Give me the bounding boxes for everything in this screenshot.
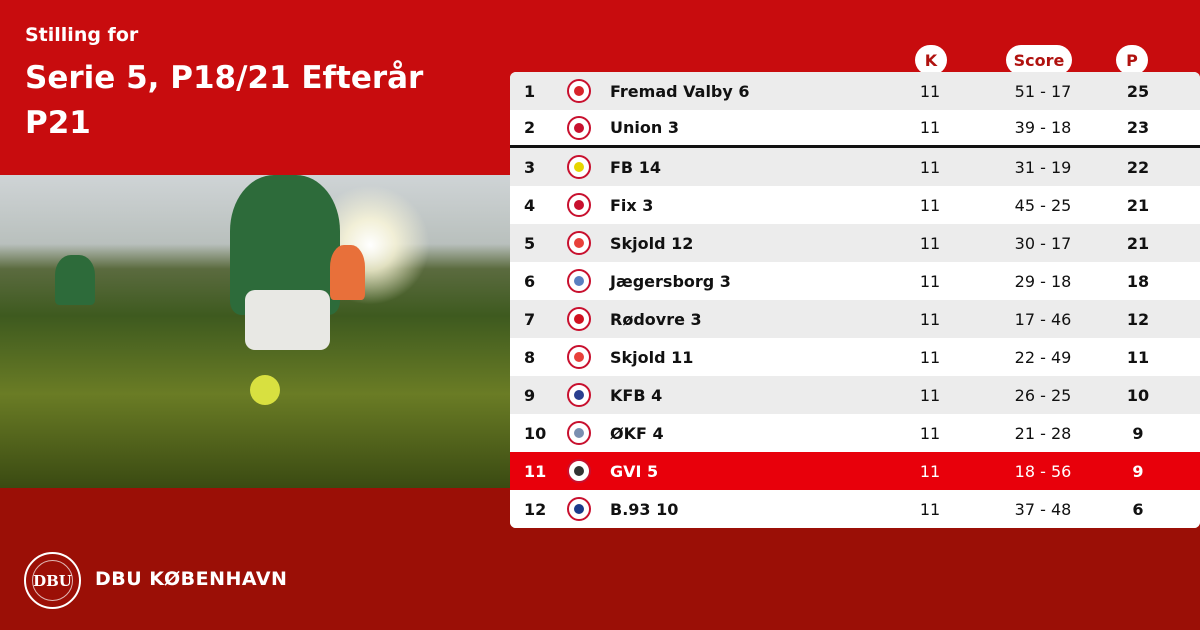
position: 6 xyxy=(524,271,536,291)
table-row[interactable]: 4 Fix 3 11 45 - 25 21 xyxy=(510,186,1200,224)
table-row[interactable]: 1 Fremad Valby 6 11 51 - 17 25 xyxy=(510,72,1200,110)
subtitle: Stilling for xyxy=(25,24,139,46)
position: 1 xyxy=(524,81,536,101)
brand-name: DBU KØBENHAVN xyxy=(95,568,288,590)
position: 4 xyxy=(524,195,536,215)
position: 2 xyxy=(524,118,536,137)
points: 9 xyxy=(1132,461,1144,481)
score: 30 - 17 xyxy=(1014,233,1072,253)
score: 17 - 46 xyxy=(1014,309,1072,329)
player xyxy=(55,255,95,305)
matches-played: 11 xyxy=(919,461,941,481)
score: 21 - 28 xyxy=(1014,423,1072,443)
table-row[interactable]: 10 ØKF 4 11 21 - 28 9 xyxy=(510,414,1200,452)
points: 18 xyxy=(1126,271,1150,291)
score: 26 - 25 xyxy=(1014,385,1072,405)
team-name: FB 14 xyxy=(610,157,661,177)
position: 11 xyxy=(524,461,547,481)
team-name: Jægersborg 3 xyxy=(610,271,731,291)
emblem-text: DBU xyxy=(33,571,72,590)
position: 8 xyxy=(524,347,536,367)
matches-played: 11 xyxy=(919,118,941,137)
position: 7 xyxy=(524,309,536,329)
team-name: GVI 5 xyxy=(610,461,659,481)
team-name: Rødovre 3 xyxy=(610,309,702,329)
player-shorts xyxy=(245,290,330,350)
team-logo-icon xyxy=(567,269,591,293)
table-row[interactable]: 5 Skjold 12 11 30 - 17 21 xyxy=(510,224,1200,262)
team-logo-icon xyxy=(567,383,591,407)
team-logo-icon xyxy=(567,115,591,140)
score: 22 - 49 xyxy=(1014,347,1072,367)
column-header-k: K xyxy=(915,45,947,75)
team-name: Skjold 12 xyxy=(610,233,694,253)
team-name: Union 3 xyxy=(610,118,679,137)
team-logo-icon xyxy=(567,459,591,483)
matches-played: 11 xyxy=(919,81,941,101)
position: 5 xyxy=(524,233,536,253)
position: 9 xyxy=(524,385,536,405)
team-logo-icon xyxy=(567,345,591,369)
table-row[interactable]: 8 Skjold 11 11 22 - 49 11 xyxy=(510,338,1200,376)
team-logo-icon xyxy=(567,193,591,217)
team-logo-icon xyxy=(567,307,591,331)
points: 22 xyxy=(1126,157,1150,177)
matches-played: 11 xyxy=(919,423,941,443)
points: 6 xyxy=(1132,499,1144,519)
team-name: Fix 3 xyxy=(610,195,654,215)
points: 25 xyxy=(1126,81,1150,101)
matches-played: 11 xyxy=(919,309,941,329)
team-name: Skjold 11 xyxy=(610,347,694,367)
score: 37 - 48 xyxy=(1014,499,1072,519)
table-row[interactable]: 3 FB 14 11 31 - 19 22 xyxy=(510,148,1200,186)
football-photo xyxy=(0,175,510,488)
points: 9 xyxy=(1132,423,1144,443)
matches-played: 11 xyxy=(919,347,941,367)
team-name: Fremad Valby 6 xyxy=(610,81,750,101)
page-title: Serie 5, P18/21 Efterår P21 xyxy=(25,60,424,141)
ball xyxy=(250,375,280,405)
team-logo-icon xyxy=(567,421,591,445)
team-name: B.93 10 xyxy=(610,499,679,519)
table-row[interactable]: 11 GVI 5 11 18 - 56 9 xyxy=(510,452,1200,490)
position: 3 xyxy=(524,157,536,177)
table-row[interactable]: 9 KFB 4 11 26 - 25 10 xyxy=(510,376,1200,414)
points: 21 xyxy=(1126,195,1150,215)
points: 23 xyxy=(1126,118,1150,137)
matches-played: 11 xyxy=(919,271,941,291)
team-logo-icon xyxy=(567,79,591,103)
points: 10 xyxy=(1126,385,1150,405)
score: 18 - 56 xyxy=(1014,461,1072,481)
matches-played: 11 xyxy=(919,195,941,215)
points: 11 xyxy=(1126,347,1150,367)
standings-table: 1 Fremad Valby 6 11 51 - 17 25 2 Union 3 … xyxy=(510,72,1200,528)
score: 45 - 25 xyxy=(1014,195,1072,215)
score: 39 - 18 xyxy=(1014,118,1072,137)
dbu-emblem-logo: DBU xyxy=(24,552,81,609)
matches-played: 11 xyxy=(919,499,941,519)
position: 12 xyxy=(524,499,547,519)
position: 10 xyxy=(524,423,547,443)
matches-played: 11 xyxy=(919,157,941,177)
team-logo-icon xyxy=(567,155,591,179)
table-row[interactable]: 6 Jægersborg 3 11 29 - 18 18 xyxy=(510,262,1200,300)
column-header-score: Score xyxy=(1006,45,1072,75)
table-row[interactable]: 12 B.93 10 11 37 - 48 6 xyxy=(510,490,1200,528)
matches-played: 11 xyxy=(919,385,941,405)
matches-played: 11 xyxy=(919,233,941,253)
column-header-p: P xyxy=(1116,45,1148,75)
team-logo-icon xyxy=(567,231,591,255)
score: 31 - 19 xyxy=(1014,157,1072,177)
team-logo-icon xyxy=(567,497,591,521)
points: 12 xyxy=(1126,309,1150,329)
team-name: ØKF 4 xyxy=(610,423,664,443)
score: 51 - 17 xyxy=(1014,81,1072,101)
table-row[interactable]: 7 Rødovre 3 11 17 - 46 12 xyxy=(510,300,1200,338)
score: 29 - 18 xyxy=(1014,271,1072,291)
team-name: KFB 4 xyxy=(610,385,663,405)
table-row[interactable]: 2 Union 3 11 39 - 18 23 xyxy=(510,110,1200,148)
points: 21 xyxy=(1126,233,1150,253)
player xyxy=(330,245,365,300)
